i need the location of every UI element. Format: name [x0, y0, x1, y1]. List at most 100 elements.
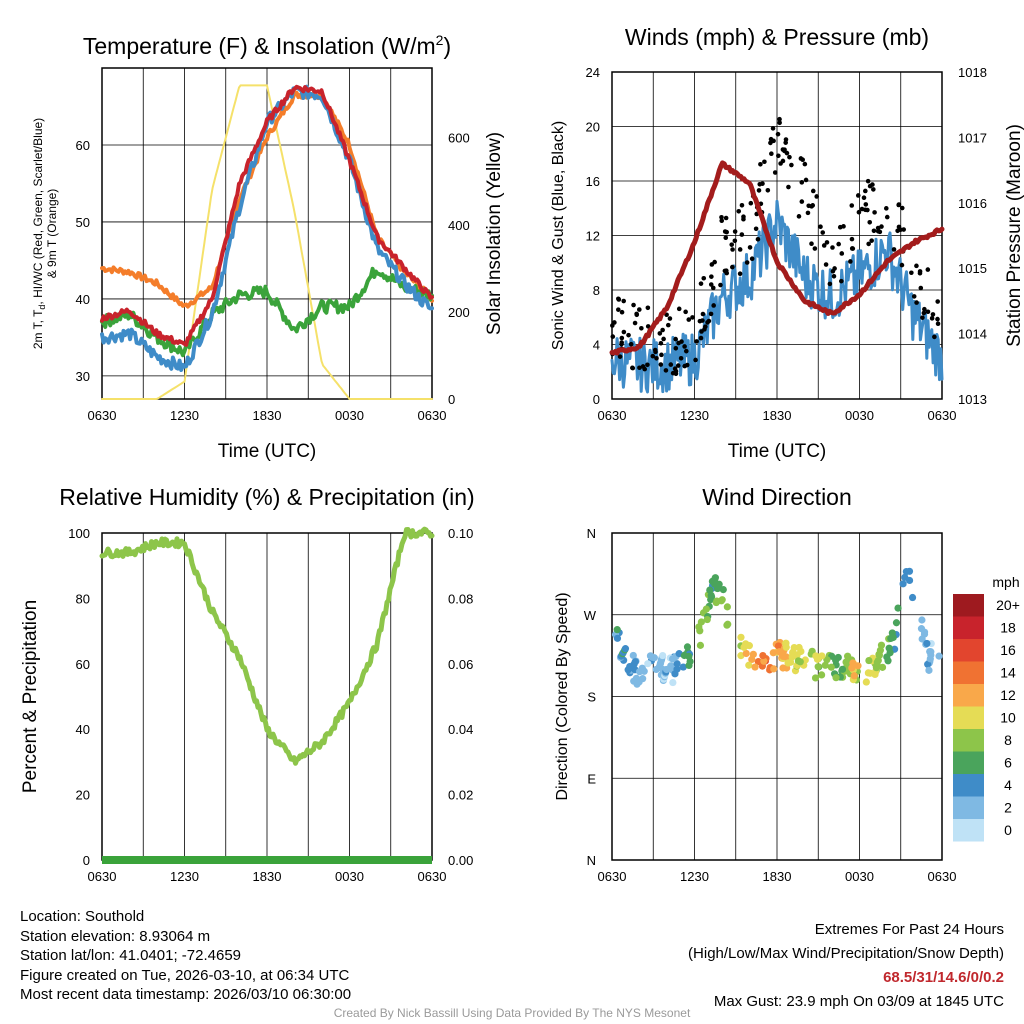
- y2-tick-label: 1013: [958, 392, 987, 407]
- y2-tick-label: 200: [448, 305, 470, 320]
- gust-point: [678, 355, 684, 361]
- gust-point: [810, 203, 816, 208]
- direction-point: [751, 663, 759, 671]
- gust-point: [869, 238, 874, 243]
- gust-point: [749, 256, 755, 262]
- gust-point: [637, 365, 642, 371]
- direction-point: [673, 665, 681, 673]
- gust-point: [925, 267, 931, 272]
- direction-point: [770, 665, 778, 673]
- direction-point: [760, 657, 768, 665]
- gust-point: [935, 316, 940, 322]
- direction-point: [696, 627, 704, 635]
- gust-point: [855, 193, 861, 198]
- gust-point: [856, 209, 862, 215]
- gust-point: [747, 245, 753, 250]
- gust-point: [690, 315, 695, 320]
- y-axis-label-line2: & 9m T (Orange): [45, 189, 59, 279]
- x-tick-label: 0630: [928, 408, 957, 423]
- direction-point: [794, 657, 803, 665]
- direction-point: [894, 604, 902, 612]
- direction-point: [935, 652, 943, 660]
- gust-point: [899, 205, 905, 211]
- gust-point: [814, 194, 820, 199]
- direction-point: [779, 652, 787, 661]
- gust-point: [708, 282, 714, 287]
- direction-point: [905, 567, 914, 575]
- direction-point: [707, 593, 716, 601]
- direction-point: [924, 660, 932, 668]
- gust-point: [803, 177, 809, 183]
- direction-point: [899, 580, 907, 588]
- gust-point: [839, 251, 845, 256]
- x-tick-label: 0630: [928, 869, 957, 884]
- direction-point: [652, 665, 660, 674]
- gust-point: [891, 247, 897, 252]
- gust-point: [918, 285, 924, 291]
- gust-point: [637, 307, 642, 312]
- temp-2m-line: [100, 84, 434, 347]
- chart-title: Temperature (F) & Insolation (W/m2): [83, 32, 451, 59]
- gust-point: [935, 299, 940, 304]
- y-tick-label: 60: [76, 657, 90, 672]
- x-tick-label: 0630: [598, 408, 627, 423]
- gust-point: [777, 116, 782, 122]
- direction-point: [925, 666, 933, 674]
- gust-point: [810, 188, 816, 194]
- legend-title: mph: [992, 574, 1019, 590]
- gust-point: [796, 214, 802, 219]
- direction-point: [821, 661, 829, 669]
- chart-title: Relative Humidity (%) & Precipitation (i…: [59, 484, 474, 510]
- gust-point: [617, 354, 623, 359]
- humidity-line: [99, 526, 435, 766]
- gust-point: [626, 332, 631, 338]
- y-tick-label: 0: [83, 853, 90, 868]
- y-tick-label: N: [587, 526, 596, 541]
- direction-point: [844, 652, 852, 660]
- gust-point: [652, 347, 658, 353]
- gust-point: [762, 159, 767, 165]
- y-tick-label: N: [587, 853, 596, 868]
- direction-point: [679, 663, 687, 671]
- gust-point: [718, 282, 723, 288]
- gust-point: [865, 178, 871, 184]
- gust-point: [631, 302, 636, 308]
- gust-point: [768, 140, 773, 146]
- gust-point: [621, 298, 627, 304]
- direction-point: [706, 586, 714, 594]
- gust-point: [630, 365, 636, 371]
- direction-point: [918, 635, 926, 643]
- direction-point: [724, 620, 732, 628]
- gust-point: [756, 188, 762, 193]
- gust-point: [818, 224, 823, 229]
- gust-point: [736, 208, 742, 214]
- direction-point: [850, 672, 858, 680]
- gust-point: [930, 312, 936, 317]
- gust-point: [806, 203, 812, 209]
- gust-point: [658, 340, 664, 346]
- extremes-values: 68.5/31/14.6/0/0.2: [883, 969, 1004, 986]
- recent-text: Most recent data timestamp: 2026/03/10 0…: [20, 986, 352, 1003]
- gust-point: [723, 235, 729, 241]
- legend-label: 0: [1004, 822, 1012, 838]
- direction-point: [742, 649, 750, 658]
- x-tick-label: 1830: [253, 869, 282, 884]
- legend-label: 2: [1004, 800, 1012, 816]
- gust-point: [884, 214, 890, 220]
- direction-point: [683, 643, 692, 651]
- direction-point: [644, 660, 652, 668]
- y-tick-label: 40: [76, 292, 90, 307]
- credit-text: Created By Nick Bassill Using Data Provi…: [333, 1006, 691, 1020]
- gust-point: [709, 274, 714, 279]
- chart-title-main: Temperature (F) & Insolation (W/m: [83, 33, 436, 59]
- y-axis-label: Sonic Wind & Gust (Blue, Black): [550, 121, 567, 350]
- gust-point: [616, 296, 621, 302]
- station-info: Location: Southold Station elevation: 8.…: [20, 907, 351, 1005]
- legend-swatch: [953, 639, 984, 662]
- gust-point: [676, 306, 682, 312]
- y-tick-label: 16: [586, 174, 600, 189]
- gust-point: [863, 188, 868, 194]
- y2-tick-label: 1017: [958, 130, 987, 145]
- gust-point: [700, 318, 705, 323]
- gust-point: [744, 260, 750, 265]
